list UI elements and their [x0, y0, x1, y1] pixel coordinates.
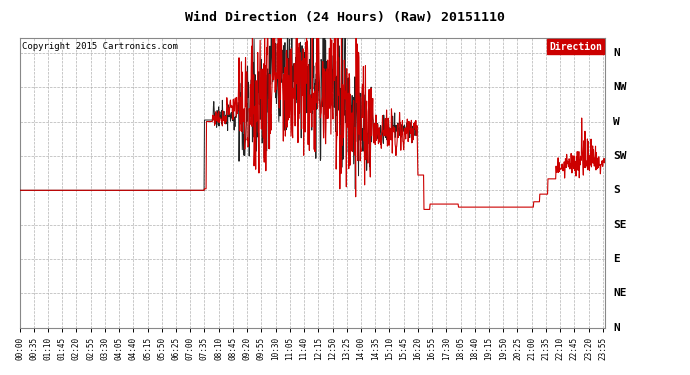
Text: Direction: Direction [549, 42, 602, 52]
Text: Copyright 2015 Cartronics.com: Copyright 2015 Cartronics.com [23, 42, 178, 51]
Text: E: E [613, 254, 620, 264]
Text: N: N [613, 323, 620, 333]
Text: Wind Direction (24 Hours) (Raw) 20151110: Wind Direction (24 Hours) (Raw) 20151110 [185, 11, 505, 24]
Text: S: S [613, 185, 620, 195]
Text: SW: SW [613, 151, 627, 161]
Text: N: N [613, 48, 620, 58]
Text: W: W [613, 117, 620, 126]
Text: SE: SE [613, 220, 627, 230]
Text: NW: NW [613, 82, 627, 92]
Text: NE: NE [613, 288, 627, 298]
